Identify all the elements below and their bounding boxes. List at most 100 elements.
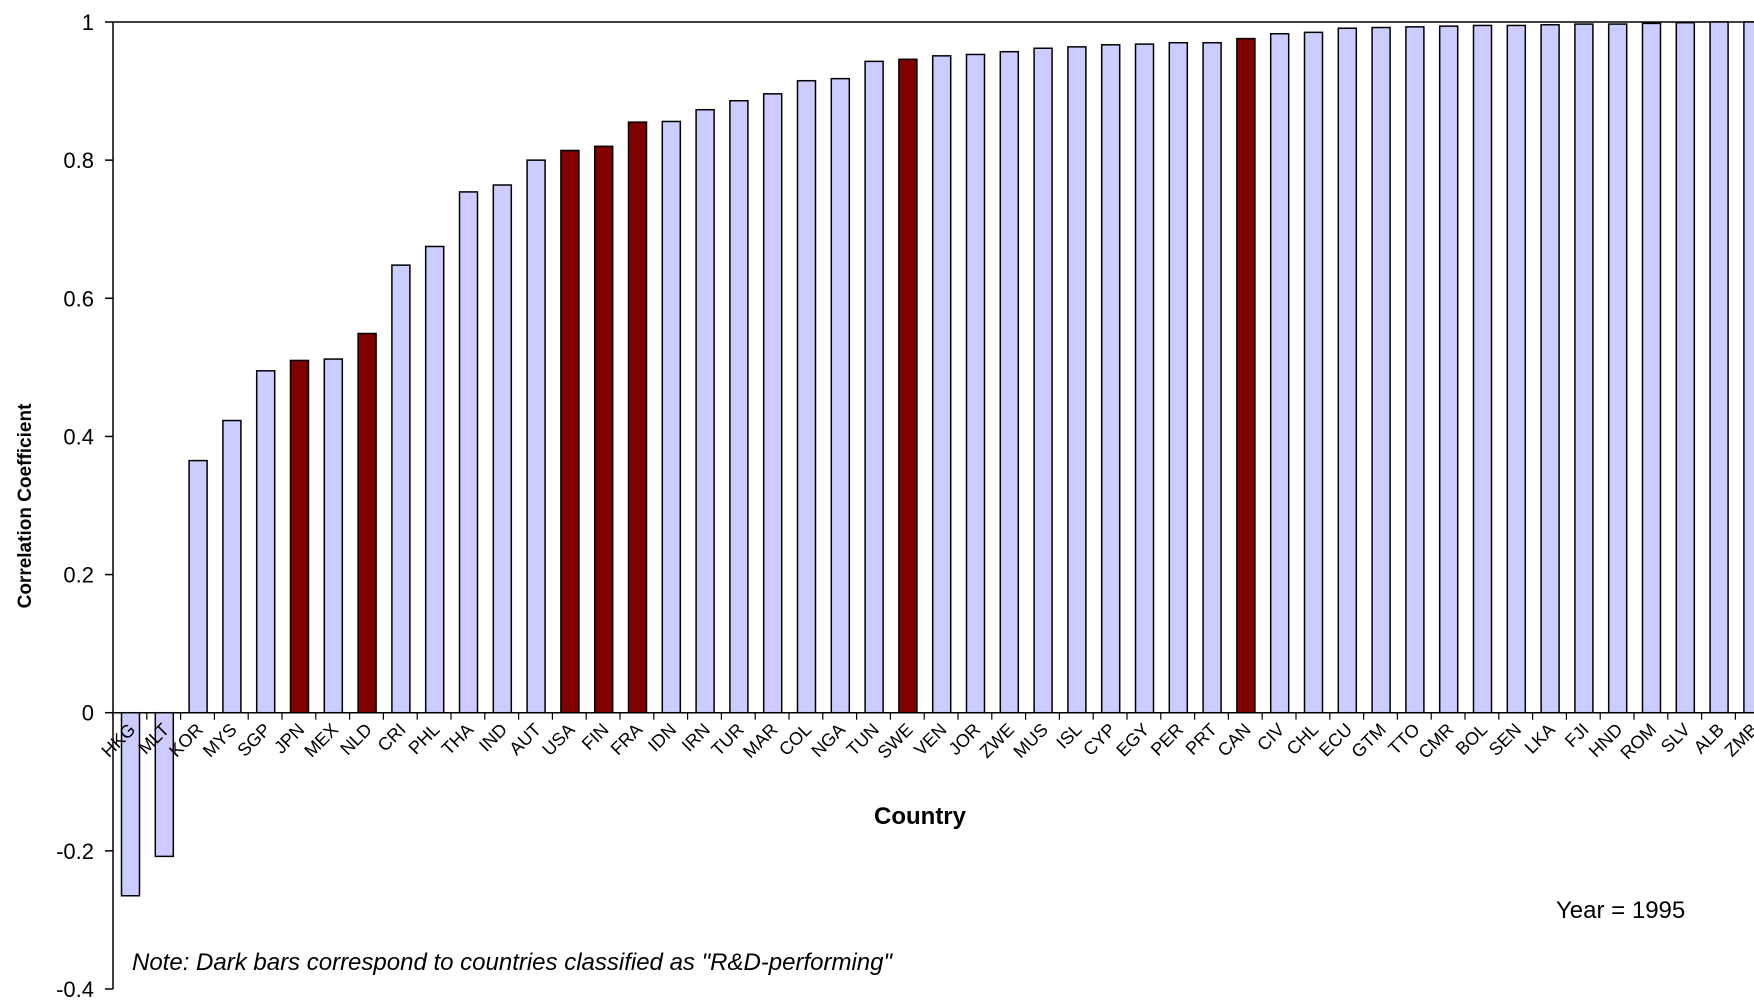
bar-lka: [1540, 24, 1560, 714]
bar-idn: [661, 120, 682, 714]
x-tick-label-jpn: JPN: [270, 719, 308, 757]
bar-kor: [188, 459, 208, 714]
x-tick-label-usa: USA: [538, 719, 578, 759]
bar-zwe: [999, 50, 1020, 714]
x-tick-label-slv: SLV: [1657, 719, 1694, 756]
x-tick-label-idn: IDN: [644, 719, 680, 755]
x-tick-label-zmb: ZMB: [1721, 719, 1754, 760]
bar-alb: [1709, 21, 1729, 714]
bar-jpn: [289, 359, 310, 714]
y-tick-label: 0: [82, 701, 94, 726]
bar-nld: [357, 332, 377, 714]
x-tick-label-civ: CIV: [1253, 719, 1288, 754]
bar-tun: [864, 60, 884, 714]
bar-egy: [1134, 43, 1155, 714]
y-tick-label: -0.4: [56, 977, 94, 1001]
x-tick-label-mar: MAR: [739, 719, 781, 761]
x-axis-title: Country: [874, 803, 967, 830]
x-tick-label-col: COL: [775, 719, 815, 759]
bar-ven: [931, 55, 952, 714]
x-tick-label-aut: AUT: [505, 719, 545, 759]
y-tick-label: 0.6: [63, 286, 94, 311]
bar-isl: [1067, 46, 1087, 714]
bar-nga: [830, 77, 851, 714]
bar-bol: [1472, 24, 1493, 714]
x-tick-label-gtm: GTM: [1348, 719, 1390, 761]
bar-tto: [1405, 26, 1425, 714]
bar-sgp: [255, 370, 276, 714]
x-tick-label-ecu: ECU: [1315, 719, 1356, 760]
x-tick-label-chl: CHL: [1283, 719, 1323, 759]
x-tick-label-egy: EGY: [1112, 719, 1153, 760]
bar-mus: [1033, 47, 1053, 714]
bar-swe: [898, 58, 918, 714]
bar-ind: [492, 184, 513, 714]
x-tick-label-sen: SEN: [1485, 719, 1525, 759]
bar-hnd: [1607, 23, 1628, 714]
bar-hkg: [120, 711, 141, 897]
bar-civ: [1269, 32, 1290, 714]
y-tick-label: 0.8: [63, 148, 94, 173]
bar-slv: [1675, 21, 1696, 714]
x-tick-label-swe: SWE: [874, 719, 917, 762]
y-tick-label: -0.2: [56, 839, 94, 864]
x-tick-label-ven: VEN: [910, 719, 950, 759]
x-tick-label-fin: FIN: [578, 719, 613, 754]
x-tick-label-alb: ALB: [1690, 719, 1728, 757]
x-tick-label-irn: IRN: [678, 719, 714, 755]
x-tick-label-bol: BOL: [1452, 719, 1492, 759]
bar-cyp: [1100, 44, 1121, 714]
bar-col: [796, 79, 817, 714]
y-axis-title: Correlation Coefficient: [15, 403, 36, 608]
note-annotation: Note: Dark bars correspond to countries …: [132, 949, 893, 976]
x-tick-label-can: CAN: [1214, 719, 1255, 760]
x-tick-label-mys: MYS: [199, 719, 241, 761]
bar-tha: [458, 191, 479, 714]
bar-mlt: [154, 711, 175, 858]
x-tick-label-tur: TUR: [707, 719, 747, 759]
bar-irn: [695, 108, 715, 714]
bar-aut: [526, 159, 546, 714]
x-tick-label-sgp: SGP: [234, 719, 275, 760]
x-tick-label-nld: NLD: [336, 719, 376, 759]
bar-per: [1168, 41, 1189, 714]
x-tick-label-rom: ROM: [1616, 719, 1660, 763]
bar-sen: [1506, 24, 1527, 714]
bar-fin: [593, 145, 614, 714]
bar-rom: [1641, 22, 1662, 714]
bar-zmb: [1743, 21, 1754, 714]
bar-mys: [222, 419, 242, 714]
x-tick-label-phl: PHL: [405, 719, 444, 758]
x-tick-label-mex: MEX: [300, 719, 342, 761]
bar-mar: [762, 93, 783, 714]
bar-mex: [323, 358, 344, 714]
bar-cmr: [1438, 25, 1459, 714]
x-tick-label-cyp: CYP: [1079, 719, 1119, 759]
bars: [120, 21, 1754, 897]
x-tick-label-per: PER: [1147, 719, 1187, 759]
x-tick-label-hnd: HND: [1585, 719, 1627, 761]
x-tick-label-prt: PRT: [1182, 719, 1221, 758]
x-tick-label-tha: THA: [438, 719, 478, 759]
x-tick-label-mus: MUS: [1010, 719, 1052, 761]
x-tick-label-ind: IND: [475, 719, 511, 755]
bar-can: [1236, 37, 1256, 714]
bar-tur: [729, 99, 749, 714]
x-tick-labels: HKGMLTKORMYSSGPJPNMEXNLDCRIPHLTHAINDAUTU…: [98, 719, 1754, 763]
x-tick-label-tun: TUN: [843, 719, 883, 759]
x-tick-label-nga: NGA: [807, 719, 849, 761]
bar-chl: [1303, 31, 1324, 714]
x-tick-label-cri: CRI: [374, 719, 410, 755]
bar-cri: [391, 264, 411, 714]
bar-ecu: [1337, 27, 1358, 714]
bar-prt: [1202, 41, 1222, 714]
x-tick-label-zwe: ZWE: [976, 719, 1018, 761]
y-tick-label: 0.2: [63, 563, 94, 588]
year-annotation: Year = 1995: [1556, 897, 1685, 924]
y-axis: -0.4 -0.2 0 0.2 0.4 0.6 0.8 1: [56, 10, 114, 1001]
bar-gtm: [1371, 26, 1391, 714]
y-tick-label: 1: [82, 10, 94, 35]
y-tick-label: 0.4: [63, 424, 94, 449]
x-tick-label-cmr: CMR: [1414, 719, 1457, 762]
